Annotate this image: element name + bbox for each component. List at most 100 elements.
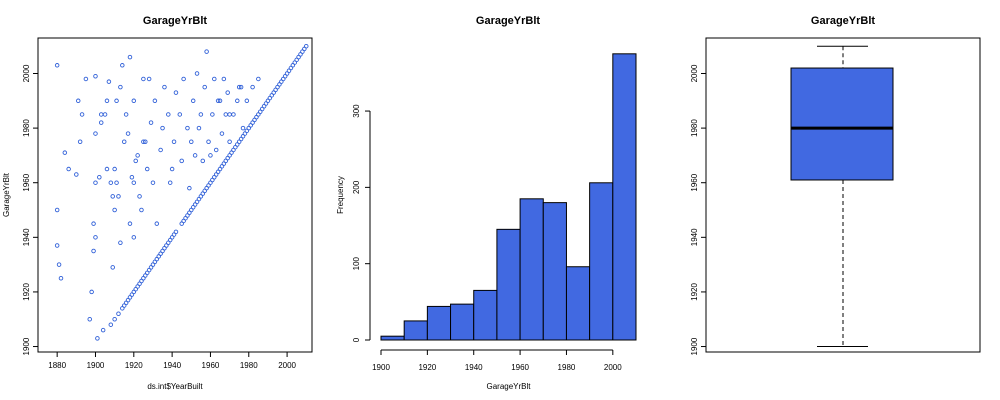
scatter-point [169, 166, 175, 172]
scatter-point [194, 71, 200, 76]
scatter-point [304, 43, 309, 49]
scatter-point [236, 84, 242, 90]
scatter-point [116, 194, 121, 199]
y-tick-label: 100 [352, 256, 361, 270]
scatter-point [118, 240, 123, 246]
scatter-point [162, 84, 167, 90]
scatter-point [112, 316, 117, 322]
scatter-point [187, 185, 192, 191]
scatter-point [89, 289, 94, 295]
scatter-point [213, 147, 219, 153]
scatter-point [141, 76, 146, 82]
scatter-point [208, 153, 213, 158]
x-tick-label: 1900 [372, 363, 390, 372]
x-axis-label: GarageYrBlt [486, 382, 531, 391]
scatter-point [114, 98, 119, 104]
chart-title: GarageYrBlt [811, 15, 876, 27]
scatter-point [54, 63, 60, 68]
scatter-point [121, 139, 127, 145]
y-tick-label: 1960 [690, 173, 699, 191]
scatter-point [217, 98, 223, 104]
scatter-point [102, 112, 108, 117]
scatter-point [215, 98, 221, 104]
scatter-point [141, 139, 146, 145]
scatter-point [91, 248, 96, 254]
histogram-bar [542, 202, 567, 341]
histogram-bar [450, 303, 475, 341]
scatter-point [110, 194, 115, 199]
scatter-point [131, 235, 137, 240]
scatter-point [133, 158, 138, 164]
scatter-point [112, 207, 117, 213]
scatter-point [104, 98, 110, 104]
y-axis-label: Frequency [336, 176, 345, 214]
scatter-point [104, 166, 110, 172]
scatter-point [79, 112, 85, 117]
scatter-points [54, 43, 309, 341]
scatter-point [158, 147, 163, 153]
y-tick-label: 2000 [22, 64, 31, 82]
scatter-point [108, 180, 114, 185]
scatter-point [231, 112, 236, 117]
y-tick-label: 1960 [22, 173, 31, 191]
x-tick-label: 1940 [163, 361, 181, 370]
scatter-point [179, 158, 184, 164]
x-tick-label: 2000 [278, 361, 296, 370]
scatter-point [116, 311, 121, 317]
scatter-point [74, 172, 79, 177]
scatter-point [87, 316, 92, 322]
scatter-point [93, 131, 98, 136]
scatter-point [166, 112, 171, 117]
histogram-bar [519, 198, 544, 341]
scatter-point [131, 180, 137, 185]
scatter-point [240, 125, 246, 131]
scatter-point [173, 90, 179, 95]
x-tick-label: 1980 [240, 361, 258, 370]
scatter-point [127, 54, 133, 60]
histogram-bar [473, 289, 498, 341]
scatter-point [139, 207, 144, 213]
histogram-bar [589, 182, 614, 341]
scatter-point [204, 49, 209, 54]
scatter-point [150, 180, 156, 185]
scatter-point [202, 84, 207, 90]
scatter-point [120, 63, 125, 68]
x-tick-label: 1920 [125, 361, 143, 370]
scatter-point [98, 112, 104, 117]
scatter-point [97, 175, 102, 180]
scatter-point [95, 336, 100, 341]
scatter-point [238, 84, 244, 90]
scatter-point [198, 112, 204, 117]
y-tick-label: 1940 [690, 228, 699, 246]
y-tick-label: 1980 [22, 119, 31, 137]
scatter-point [129, 175, 135, 180]
scatter-point [212, 76, 217, 82]
scatter-point [244, 98, 250, 104]
scatter-point [131, 98, 137, 104]
scatter-point [106, 79, 112, 84]
scatter-point [66, 166, 71, 172]
scatter-point [135, 153, 140, 158]
x-tick-label: 1960 [511, 363, 529, 372]
chart-title: GarageYrBlt [143, 15, 208, 27]
scatter-point [173, 229, 179, 235]
x-tick-label: 1880 [48, 361, 66, 370]
scatter-point [256, 76, 261, 82]
y-tick-label: 200 [352, 180, 361, 194]
scatter-point [196, 125, 202, 131]
scatter-point [83, 76, 89, 82]
scatter-point [93, 235, 98, 240]
scatter-point [190, 98, 196, 104]
scatter-point [152, 98, 158, 104]
scatter-point [75, 98, 81, 104]
scatter-point [58, 276, 64, 281]
scatter-point [250, 84, 255, 90]
scatter-point [227, 139, 232, 145]
plot-frame [705, 37, 981, 353]
scatter-point [127, 221, 133, 226]
scatter-point [192, 153, 198, 158]
scatter-point [143, 139, 148, 145]
iqr-box [790, 67, 894, 181]
scatter-point [93, 180, 98, 185]
